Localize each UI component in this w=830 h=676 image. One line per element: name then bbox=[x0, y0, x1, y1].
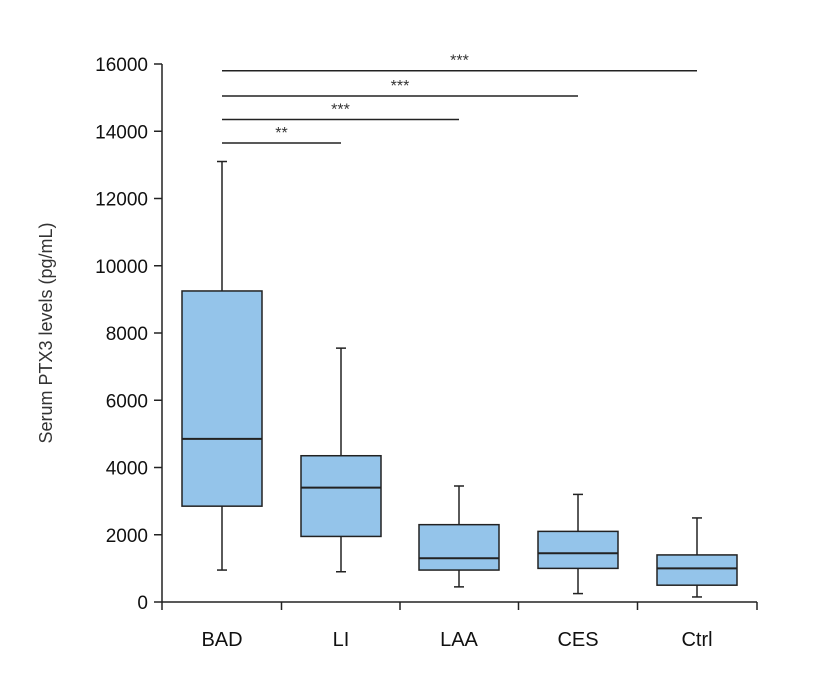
box-li bbox=[300, 347, 382, 573]
iqr-box bbox=[300, 454, 382, 538]
x-ticks: BAD LI LAA CES Ctrl bbox=[161, 602, 758, 651]
significance-bars: *********** bbox=[222, 53, 697, 144]
y-tick-label: 10000 bbox=[95, 257, 148, 278]
y-tick-label: 4000 bbox=[106, 459, 148, 480]
y-tick-label: 2000 bbox=[106, 526, 148, 547]
y-tick-label: 14000 bbox=[95, 122, 148, 143]
y-tick-label: 6000 bbox=[106, 391, 148, 412]
significance-label: *** bbox=[450, 53, 469, 70]
x-category-label: LAA bbox=[440, 629, 478, 651]
x-category-label: LI bbox=[333, 629, 350, 651]
box-bad bbox=[181, 160, 263, 571]
iqr-box bbox=[418, 523, 500, 571]
significance-label: *** bbox=[331, 101, 350, 118]
iqr-box bbox=[181, 290, 263, 507]
significance-label: ** bbox=[275, 125, 287, 142]
iqr-box bbox=[537, 530, 619, 570]
x-category-label: Ctrl bbox=[681, 629, 712, 651]
y-ticks: 0 2000 4000 6000 8000 10000 12000 14000 16000 bbox=[95, 55, 162, 614]
y-axis-label: Serum PTX3 levels (pg/mL) bbox=[36, 222, 56, 443]
boxes bbox=[181, 160, 738, 598]
box-laa bbox=[418, 485, 500, 588]
box-ctrl bbox=[656, 517, 738, 598]
y-tick-label: 0 bbox=[137, 593, 148, 614]
box-ces bbox=[537, 493, 619, 595]
significance-label: *** bbox=[391, 78, 410, 95]
y-tick-label: 16000 bbox=[95, 55, 148, 76]
x-category-label: BAD bbox=[201, 629, 242, 651]
iqr-box bbox=[656, 554, 738, 586]
y-tick-label: 8000 bbox=[106, 324, 148, 345]
y-tick-label: 12000 bbox=[95, 190, 148, 211]
x-category-label: CES bbox=[557, 629, 598, 651]
